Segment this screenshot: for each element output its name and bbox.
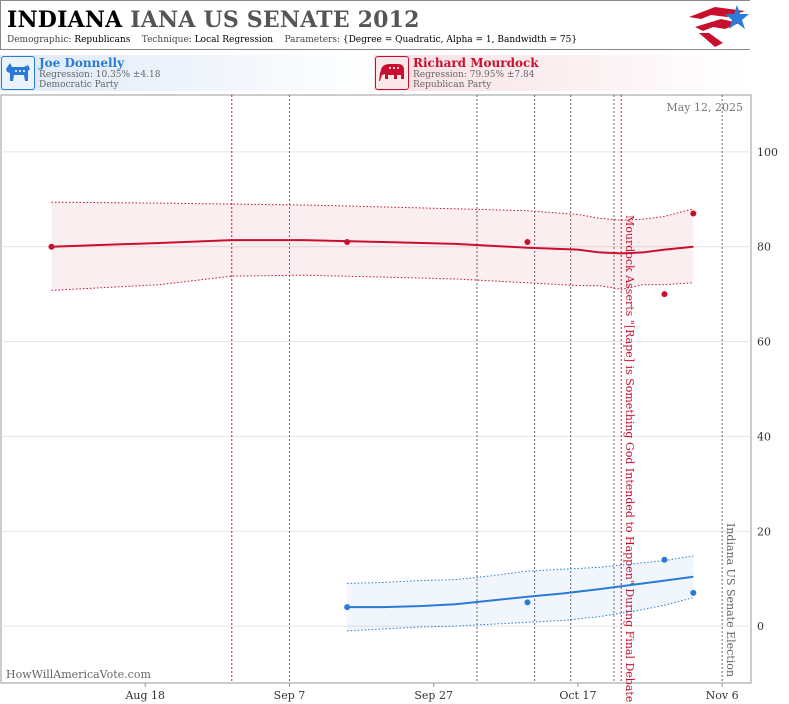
demographic-label: Demographic:: [7, 35, 72, 45]
trend-line: [51, 239, 694, 255]
poll-point: [661, 556, 668, 563]
band-lower: [51, 274, 694, 291]
candidate-regression: Regression: 79.95% ±7.84: [413, 70, 535, 80]
watermark: HowWillAmericaVote.com: [6, 668, 151, 681]
poll-point: [48, 243, 55, 250]
poll-point: [344, 239, 351, 245]
demographic-value: Republicans: [74, 35, 131, 45]
x-tick-label: Nov 6: [706, 689, 739, 702]
plot-frame: [0, 94, 752, 684]
candidate-card-mourdock: Richard Mourdock Regression: 79.95% ±7.8…: [374, 55, 746, 91]
chart-parameters: Demographic: Republicans Technique: Loca…: [7, 35, 577, 45]
parameters-value: {Degree = Quadratic, Alpha = 1, Bandwidt…: [342, 35, 578, 45]
candidate-name: Richard Mourdock: [413, 56, 539, 70]
poll-point: [690, 589, 697, 596]
event-label: Mourdock Asserts "[Rape] is Something Go…: [623, 215, 636, 702]
technique-value: Local Regression: [194, 35, 274, 45]
y-tick-label: 80: [757, 241, 771, 254]
y-tick-label: 60: [757, 336, 771, 349]
band-upper: [347, 555, 694, 584]
poll-point: [344, 604, 351, 611]
band-upper: [51, 201, 694, 221]
chart-title: INDIANA IANA US SENATE 2012: [7, 7, 420, 33]
poll-point: [661, 291, 668, 298]
x-tick-label: Aug 18: [124, 689, 165, 702]
poll-point: [524, 599, 531, 606]
poll-point: [524, 239, 531, 245]
candidate-regression: Regression: 10.35% ±4.18: [39, 70, 161, 80]
title-race: IANA US SENATE 2012: [130, 7, 420, 33]
band-lower: [347, 597, 694, 632]
elephant-icon: [375, 56, 409, 90]
trend-line: [347, 575, 694, 609]
event-label: Indiana US Senate Election: [724, 523, 737, 677]
y-tick-label: 20: [757, 525, 771, 538]
y-tick-label: 0: [757, 620, 764, 633]
x-tick-label: Oct 17: [559, 689, 596, 702]
confidence-band: [347, 555, 694, 631]
x-tick-label: Sep 7: [274, 689, 306, 702]
title-state: INDIANA: [7, 7, 123, 33]
chart-header: INDIANA IANA US SENATE 2012 Demographic:…: [0, 0, 750, 50]
donkey-icon: [1, 56, 35, 90]
candidate-party: Republican Party: [413, 80, 492, 90]
candidate-name: Joe Donnelly: [39, 56, 125, 70]
poll-point: [690, 210, 697, 217]
candidate-party: Democratic Party: [39, 80, 119, 90]
y-tick-label: 40: [757, 430, 771, 443]
x-tick-label: Sep 27: [414, 689, 453, 702]
confidence-band: [51, 202, 694, 291]
parameters-label: Parameters:: [284, 35, 340, 45]
candidate-card-donnelly: Joe Donnelly Regression: 10.35% ±4.18 De…: [0, 55, 372, 91]
technique-label: Technique:: [141, 35, 192, 45]
date-stamp: May 12, 2025: [666, 101, 743, 114]
star-flag-logo: [689, 5, 749, 47]
y-tick-label: 100: [757, 146, 778, 159]
